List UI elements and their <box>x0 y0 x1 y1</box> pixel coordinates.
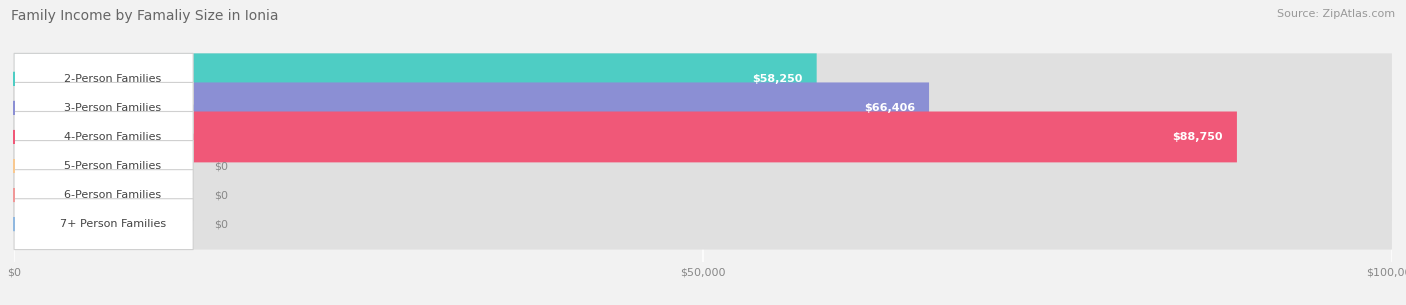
Text: $0: $0 <box>214 190 228 200</box>
FancyBboxPatch shape <box>14 112 1237 162</box>
Text: 3-Person Families: 3-Person Families <box>65 103 162 113</box>
Text: $66,406: $66,406 <box>865 103 915 113</box>
Text: 7+ Person Families: 7+ Person Families <box>59 219 166 229</box>
Text: $0: $0 <box>214 219 228 229</box>
FancyBboxPatch shape <box>14 112 193 162</box>
FancyBboxPatch shape <box>14 141 193 192</box>
FancyBboxPatch shape <box>14 141 1392 192</box>
FancyBboxPatch shape <box>14 170 1392 221</box>
Text: 6-Person Families: 6-Person Families <box>65 190 162 200</box>
Text: $58,250: $58,250 <box>752 74 803 84</box>
FancyBboxPatch shape <box>14 199 1392 249</box>
Text: 2-Person Families: 2-Person Families <box>63 74 162 84</box>
Text: 4-Person Families: 4-Person Families <box>63 132 162 142</box>
FancyBboxPatch shape <box>14 53 817 104</box>
Text: $0: $0 <box>214 161 228 171</box>
FancyBboxPatch shape <box>14 53 193 104</box>
Text: 5-Person Families: 5-Person Families <box>65 161 162 171</box>
FancyBboxPatch shape <box>14 82 1392 133</box>
Text: Source: ZipAtlas.com: Source: ZipAtlas.com <box>1277 9 1395 19</box>
Text: Family Income by Famaliy Size in Ionia: Family Income by Famaliy Size in Ionia <box>11 9 278 23</box>
FancyBboxPatch shape <box>14 112 1392 162</box>
FancyBboxPatch shape <box>14 82 193 133</box>
FancyBboxPatch shape <box>14 53 1392 104</box>
FancyBboxPatch shape <box>14 170 193 221</box>
FancyBboxPatch shape <box>14 82 929 133</box>
FancyBboxPatch shape <box>14 199 193 249</box>
Text: $88,750: $88,750 <box>1173 132 1223 142</box>
